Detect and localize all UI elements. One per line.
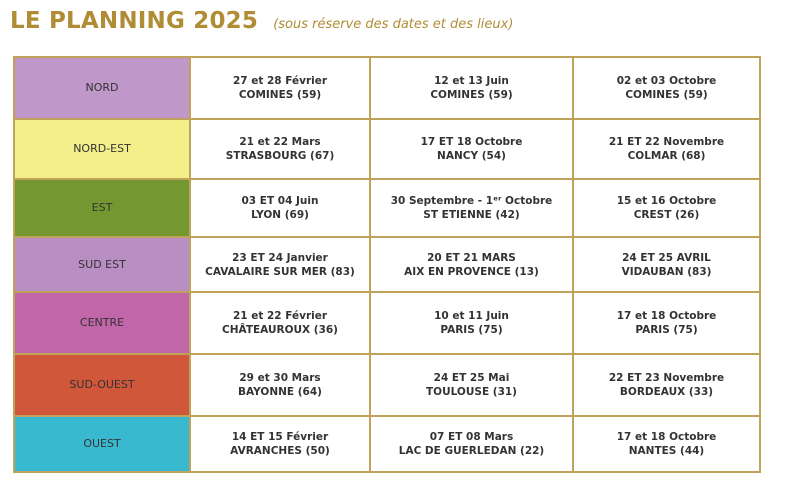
event-place: CREST (26) xyxy=(633,209,700,221)
region-row: NORD 27 et 28 Février COMINES (59) 12 et 13… xyxy=(13,56,761,120)
planning-table: NORD 27 et 28 Février COMINES (59) 12 et 13… xyxy=(13,56,761,473)
event-date: 23 ET 24 Janvier xyxy=(232,251,328,264)
event-place: BAYONNE (64) xyxy=(238,386,322,398)
event-cell: 15 et 16 Octobre CREST (26) xyxy=(572,178,761,238)
event-place: PARIS (75) xyxy=(440,324,503,336)
event-cell: 14 ET 15 Février AVRANCHES (50) xyxy=(189,415,371,473)
event-cell: 21 et 22 Mars STRASBOURG (67) xyxy=(189,118,371,180)
region-label: EST xyxy=(13,178,191,238)
event-place: COMINES (59) xyxy=(238,89,322,101)
event-date: 07 ET 08 Mars xyxy=(429,431,514,443)
event-date: 29 et 30 Mars xyxy=(239,372,321,384)
event-date: 30 Septembre - 1ᵉʳ Octobre xyxy=(390,195,553,207)
region-row: SUD EST 23 ET 24 Janvier CAVALAIRE SUR MER… xyxy=(13,236,761,293)
region-label: NORD xyxy=(13,56,191,120)
event-date: 17 et 18 Octobre xyxy=(616,431,717,443)
event-place: STRASBOURG (67) xyxy=(225,150,335,162)
event-date: 03 ET 04 Juin xyxy=(241,195,319,207)
event-cell: 22 ET 23 Novembre BORDEAUX (33) xyxy=(572,353,761,417)
event-cell: 20 ET 21 MARS AIX EN PROVENCE (13) xyxy=(369,236,574,293)
event-date: 22 ET 23 Novembre xyxy=(608,372,725,384)
event-date: 20 ET 21 MARS xyxy=(427,251,516,264)
event-date: 27 et 28 Février xyxy=(232,75,328,87)
event-place: NANTES (44) xyxy=(628,445,705,457)
event-date: 17 ET 18 Octobre xyxy=(420,136,523,148)
event-cell: 07 ET 08 Mars LAC DE GUERLEDAN (22) xyxy=(369,415,574,473)
event-date: 15 et 16 Octobre xyxy=(616,195,717,207)
event-cell: 10 et 11 Juin PARIS (75) xyxy=(369,291,574,355)
region-row: OUEST 14 ET 15 Février AVRANCHES (50) 07 ET… xyxy=(13,415,761,473)
event-cell: 03 ET 04 Juin LYON (69) xyxy=(189,178,371,238)
event-date: 21 et 22 Février xyxy=(232,310,328,322)
region-label: SUD-OUEST xyxy=(13,353,191,417)
event-cell: 29 et 30 Mars BAYONNE (64) xyxy=(189,353,371,417)
region-label: SUD EST xyxy=(13,236,191,293)
planning-table-body: NORD 27 et 28 Février COMINES (59) 12 et 13… xyxy=(13,56,761,473)
region-label: OUEST xyxy=(13,415,191,473)
region-label: CENTRE xyxy=(13,291,191,355)
event-place: LYON (69) xyxy=(251,209,309,221)
event-cell: 30 Septembre - 1ᵉʳ Octobre ST ETIENNE (42… xyxy=(369,178,574,238)
page-title: LE PLANNING 2025 xyxy=(10,8,259,34)
event-cell: 17 et 18 Octobre NANTES (44) xyxy=(572,415,761,473)
event-place: ST ETIENNE (42) xyxy=(423,209,520,221)
event-date: 14 ET 15 Février xyxy=(231,431,329,443)
event-cell: 17 ET 18 Octobre NANCY (54) xyxy=(369,118,574,180)
event-cell: 24 ET 25 Mai TOULOUSE (31) xyxy=(369,353,574,417)
event-date: 24 ET 25 Mai xyxy=(433,372,510,384)
region-row: CENTRE 21 et 22 Février CHÂTEAUROUX (36) 10… xyxy=(13,291,761,355)
event-place: COLMAR (68) xyxy=(627,150,706,162)
event-date: 12 et 13 Juin xyxy=(434,75,509,87)
event-date: 21 et 22 Mars xyxy=(239,136,321,148)
event-date: 24 ET 25 AVRIL xyxy=(622,251,711,264)
event-date: 02 et 03 Octobre xyxy=(616,75,717,87)
event-place: VIDAUBAN (83) xyxy=(621,265,712,278)
event-cell: 02 et 03 Octobre COMINES (59) xyxy=(572,56,761,120)
event-cell: 23 ET 24 Janvier CAVALAIRE SUR MER (83) xyxy=(189,236,371,293)
event-date: 21 ET 22 Novembre xyxy=(608,136,725,148)
region-row: SUD-OUEST 29 et 30 Mars BAYONNE (64) 24 ET … xyxy=(13,353,761,417)
event-place: PARIS (75) xyxy=(635,324,698,336)
event-cell: 24 ET 25 AVRIL VIDAUBAN (83) xyxy=(572,236,761,293)
event-cell: 12 et 13 Juin COMINES (59) xyxy=(369,56,574,120)
event-cell: 27 et 28 Février COMINES (59) xyxy=(189,56,371,120)
event-place: AVRANCHES (50) xyxy=(230,445,330,457)
event-place: NANCY (54) xyxy=(437,150,506,162)
page-subtitle: (sous réserve des dates et des lieux) xyxy=(273,17,514,32)
event-cell: 17 et 18 Octobre PARIS (75) xyxy=(572,291,761,355)
event-cell: 21 et 22 Février CHÂTEAUROUX (36) xyxy=(189,291,371,355)
event-place: BORDEAUX (33) xyxy=(619,386,714,398)
event-place: AIX EN PROVENCE (13) xyxy=(404,265,539,278)
event-place: CHÂTEAUROUX (36) xyxy=(222,324,338,336)
event-place: LAC DE GUERLEDAN (22) xyxy=(398,445,545,457)
event-cell: 21 ET 22 Novembre COLMAR (68) xyxy=(572,118,761,180)
event-date: 17 et 18 Octobre xyxy=(616,310,717,322)
region-label: NORD-EST xyxy=(13,118,191,180)
page-header: LE PLANNING 2025 (sous réserve des dates… xyxy=(10,8,513,38)
event-place: TOULOUSE (31) xyxy=(426,386,517,398)
event-place: COMINES (59) xyxy=(430,89,513,101)
event-place: CAVALAIRE SUR MER (83) xyxy=(205,265,355,278)
region-row: EST 03 ET 04 Juin LYON (69) 30 Septembre - … xyxy=(13,178,761,238)
region-row: NORD-EST 21 et 22 Mars STRASBOURG (67) 17 E… xyxy=(13,118,761,180)
event-date: 10 et 11 Juin xyxy=(434,310,509,322)
event-place: COMINES (59) xyxy=(625,89,708,101)
